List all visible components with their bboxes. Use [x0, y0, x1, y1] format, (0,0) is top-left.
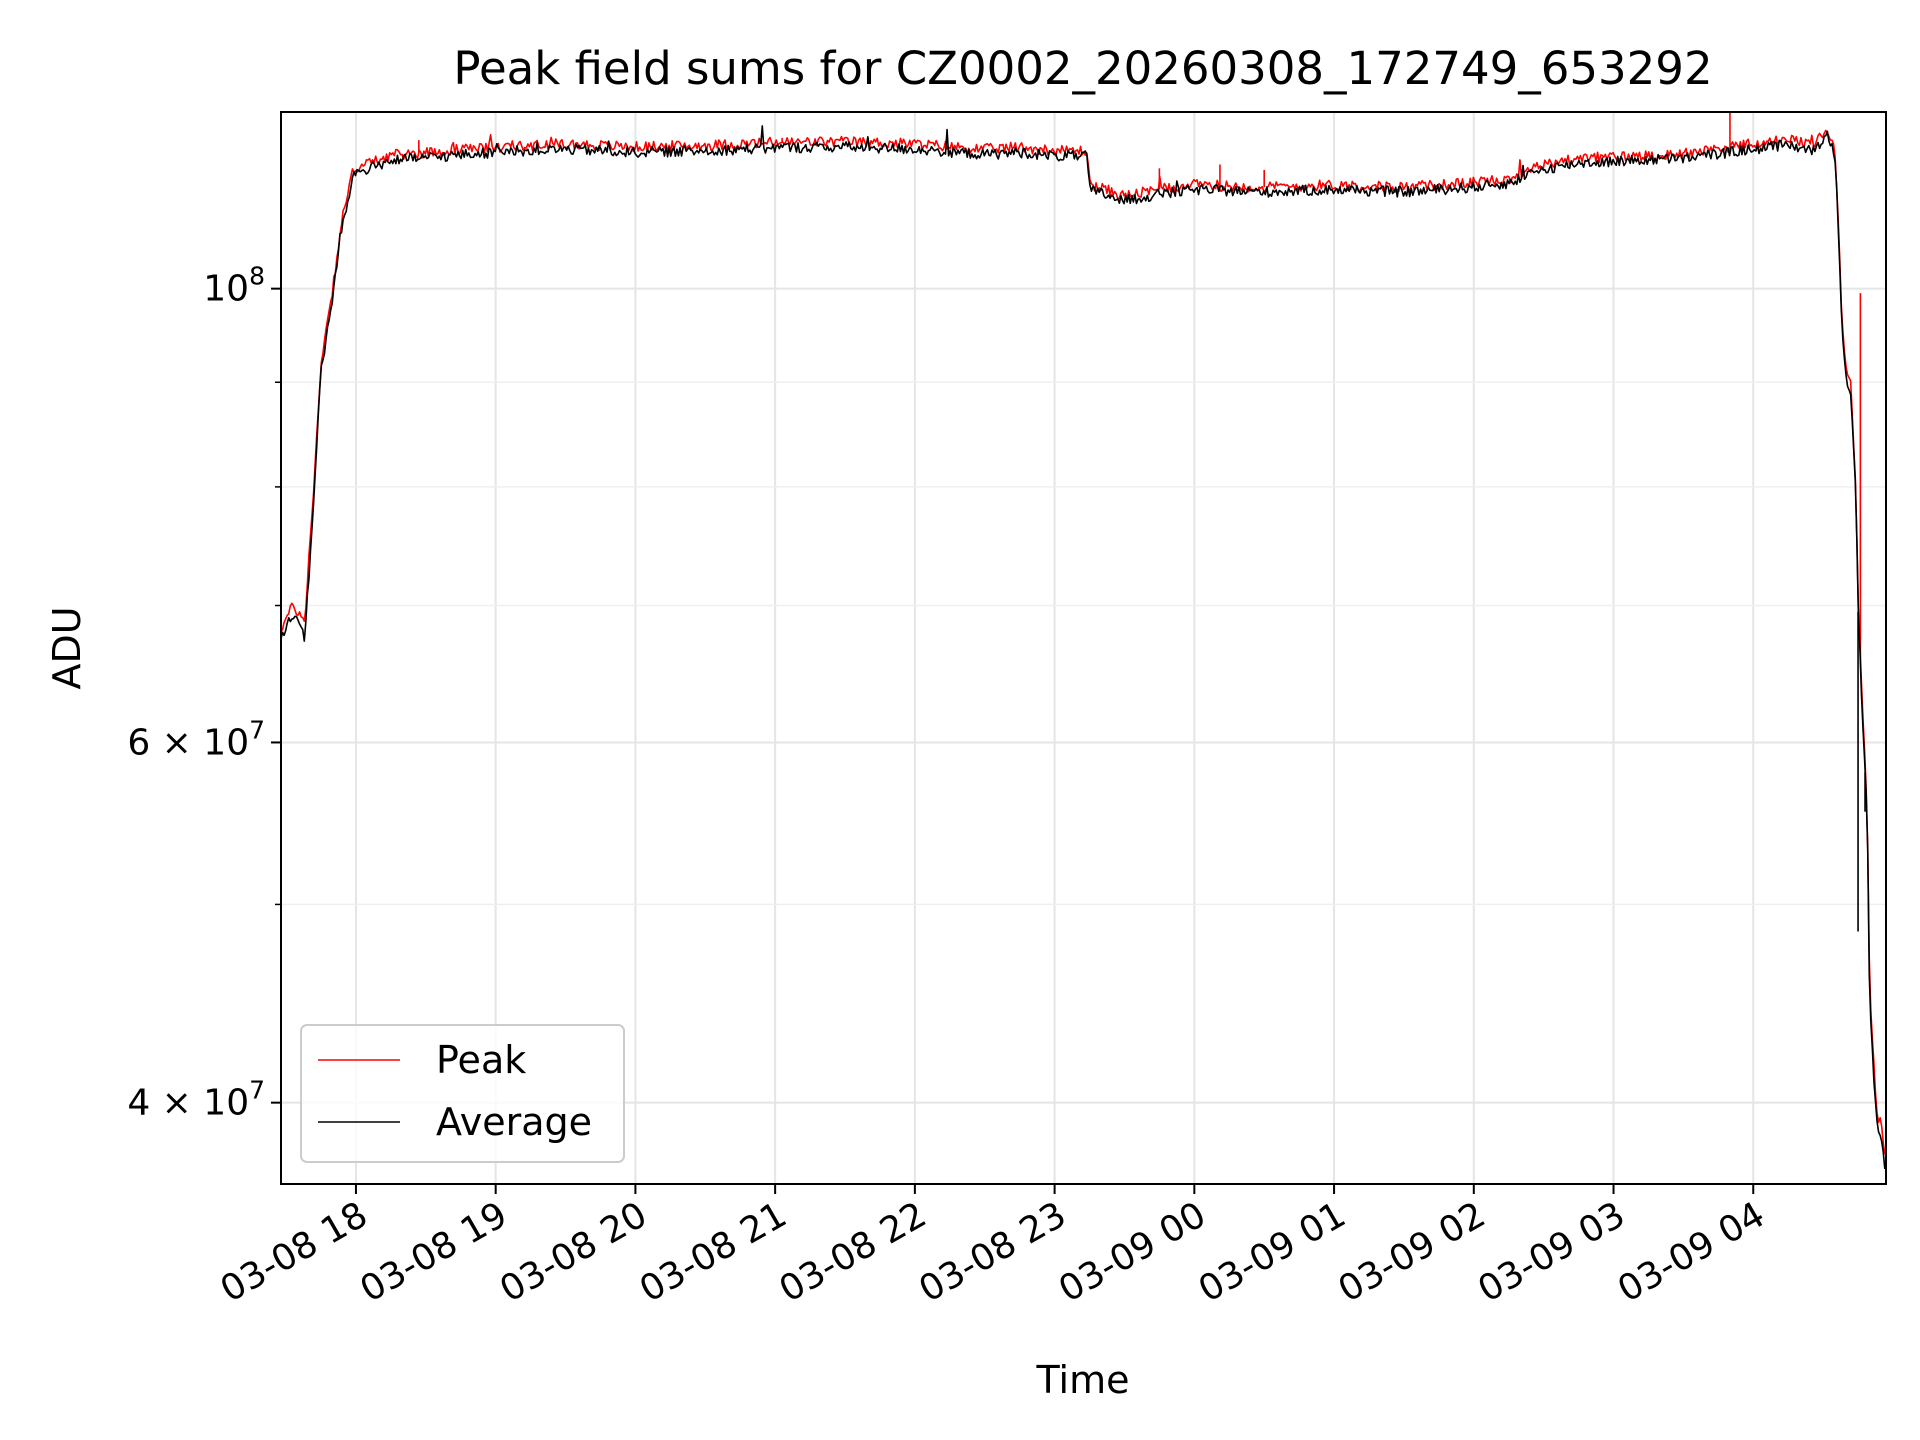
- legend: Peak Average: [300, 1024, 625, 1163]
- chart-title: Peak field sums for CZ0002_20260308_1727…: [453, 42, 1712, 95]
- axes-frame: [280, 111, 1887, 1185]
- y-tick-label: 4 × 107: [127, 1076, 265, 1124]
- y-axis: 108 6 × 107 4 × 107: [127, 262, 281, 1124]
- y-tick-label: 108: [203, 262, 265, 310]
- series-line-average: [281, 125, 1886, 1170]
- y-axis-label: ADU: [45, 606, 89, 689]
- plot-area: [281, 112, 1886, 1170]
- grid: [281, 112, 1886, 1184]
- y-tick-label: 6 × 107: [127, 715, 265, 763]
- x-axis-label: Time: [1036, 1358, 1130, 1402]
- legend-average-label: Average: [436, 1100, 592, 1144]
- legend-peak-label: Peak: [436, 1038, 526, 1082]
